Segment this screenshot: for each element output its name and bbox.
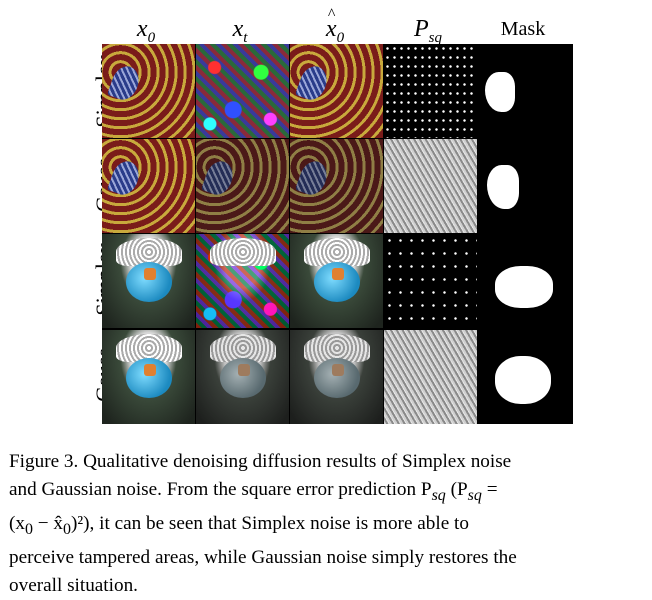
figure-caption: Figure 3. Qualitative denoising diffusio… xyxy=(9,451,517,596)
image-gauss-fabric-xt xyxy=(196,139,289,233)
image-gauss-pumpkin-xt xyxy=(196,330,289,424)
column-header-mask: Mask xyxy=(500,18,546,40)
image-gauss-pumpkin-x0 xyxy=(102,330,195,424)
image-simplex-fabric-mask xyxy=(479,44,572,138)
image-gauss-pumpkin-mask xyxy=(479,330,572,424)
results-grid xyxy=(102,44,573,424)
image-simplex-pumpkin-mask xyxy=(479,234,572,328)
image-gauss-fabric-x0 xyxy=(102,139,195,233)
column-header-x0-hat: x0 xyxy=(290,0,380,46)
image-gauss-fabric-psq xyxy=(384,139,477,233)
image-simplex-pumpkin-x0 xyxy=(102,234,195,328)
column-header-psq: Psq xyxy=(413,16,442,46)
column-header-x0: x0 xyxy=(136,16,156,46)
image-gauss-fabric-x0hat xyxy=(290,139,383,233)
image-gauss-fabric-mask xyxy=(479,139,572,233)
image-simplex-pumpkin-psq xyxy=(384,234,477,328)
image-gauss-pumpkin-x0hat xyxy=(290,330,383,424)
image-simplex-pumpkin-x0hat xyxy=(290,234,383,328)
image-simplex-fabric-psq xyxy=(384,44,477,138)
image-gauss-pumpkin-psq xyxy=(384,330,477,424)
image-simplex-fabric-x0 xyxy=(102,44,195,138)
image-simplex-pumpkin-xt xyxy=(196,234,289,328)
column-header-xt: xt xyxy=(232,16,248,46)
image-simplex-fabric-x0hat xyxy=(290,44,383,138)
image-simplex-fabric-xt xyxy=(196,44,289,138)
